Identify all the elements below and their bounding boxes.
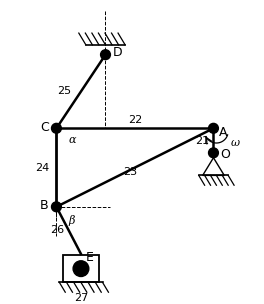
Text: A: A <box>219 126 228 139</box>
Bar <box>63 255 99 282</box>
Text: 25: 25 <box>57 86 71 96</box>
Text: 21: 21 <box>195 136 209 146</box>
Text: α: α <box>68 135 76 145</box>
Text: 24: 24 <box>36 163 50 173</box>
Text: B: B <box>40 199 49 212</box>
Text: 27: 27 <box>74 293 88 303</box>
Text: E: E <box>86 251 94 264</box>
Circle shape <box>51 202 61 212</box>
Text: 23: 23 <box>123 168 137 178</box>
Circle shape <box>209 123 218 133</box>
Text: β: β <box>68 215 74 226</box>
Text: C: C <box>40 121 49 134</box>
Text: 26: 26 <box>50 225 64 235</box>
Text: O: O <box>220 148 230 161</box>
Text: D: D <box>112 46 122 59</box>
Circle shape <box>73 261 89 277</box>
Circle shape <box>51 123 61 133</box>
Circle shape <box>101 50 110 60</box>
Circle shape <box>209 148 218 158</box>
Text: 22: 22 <box>128 116 142 126</box>
Text: ω: ω <box>231 138 240 148</box>
